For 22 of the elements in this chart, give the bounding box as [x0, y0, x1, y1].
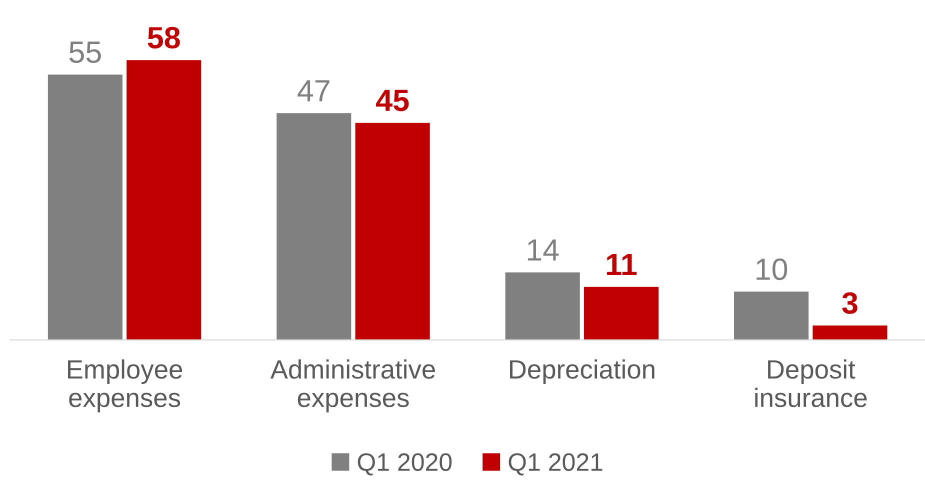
bar: [734, 292, 809, 340]
data-label: 58: [148, 26, 180, 49]
data-label: 55: [69, 42, 101, 63]
bar: [48, 74, 122, 340]
bar: [505, 272, 580, 340]
bar: [126, 60, 202, 340]
data-label: 47: [298, 80, 330, 102]
data-label: 10: [756, 258, 788, 280]
x-tick-label: Deposit insurance: [755, 359, 867, 408]
bar: [276, 113, 352, 340]
x-tick-label: Depreciation: [510, 359, 654, 384]
bar: [355, 122, 430, 340]
bar: [584, 286, 659, 340]
legend-label: Q1 2020: [358, 453, 452, 476]
data-label: 11: [607, 254, 637, 275]
data-label: 45: [376, 90, 409, 112]
bar: [812, 325, 888, 340]
x-tick-label: Administrative expenses: [270, 359, 435, 412]
data-label: 3: [842, 292, 858, 314]
legend-label: Q1 2021: [508, 453, 602, 476]
x-tick-label: Employee expenses: [68, 359, 182, 412]
data-label: 14: [528, 239, 559, 260]
